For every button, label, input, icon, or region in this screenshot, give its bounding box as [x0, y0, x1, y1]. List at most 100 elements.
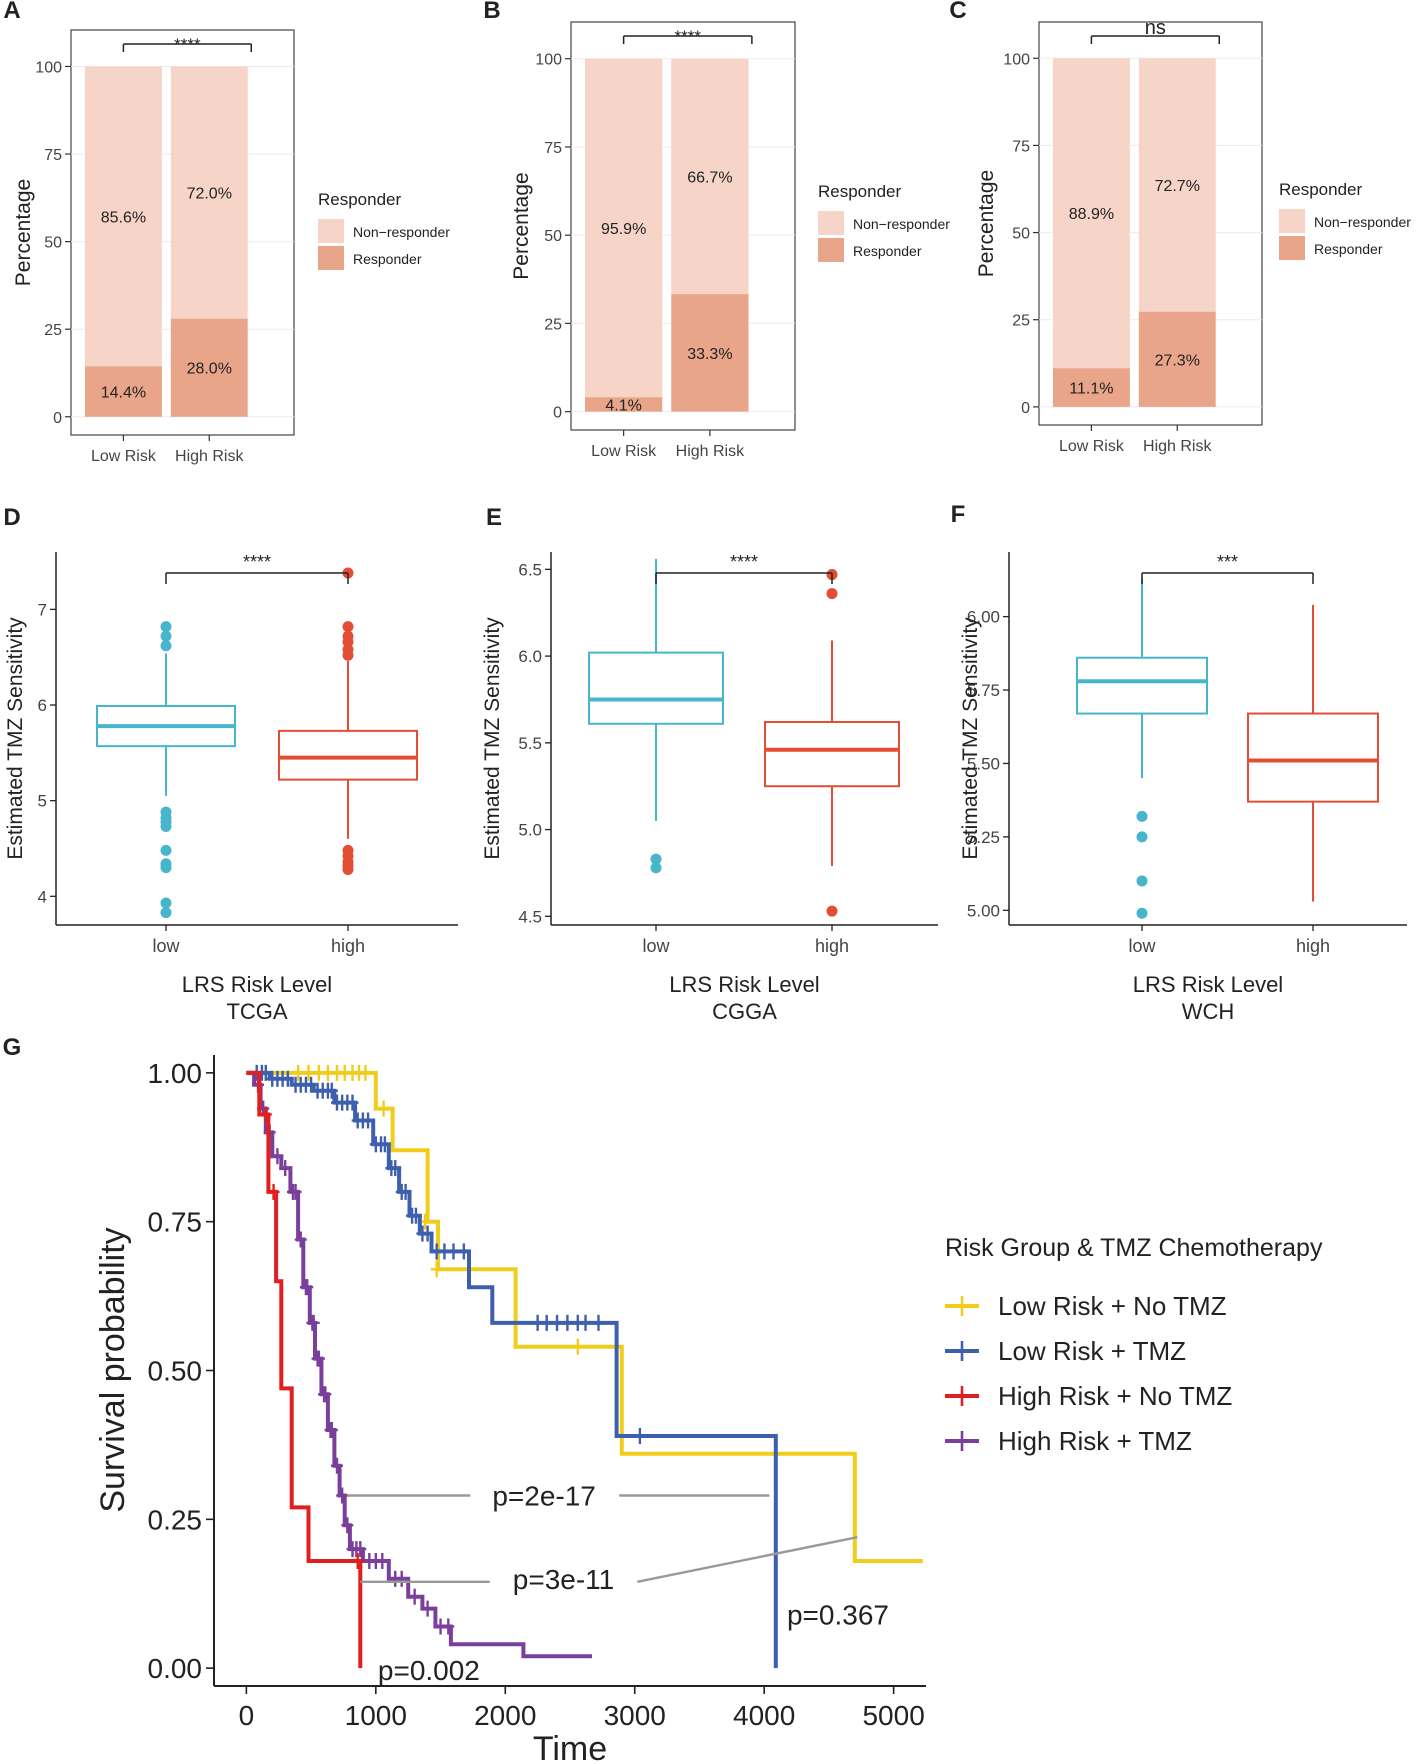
legend-swatch-responder	[318, 246, 344, 270]
outlier-point	[1136, 810, 1148, 822]
bar-non-responder	[84, 66, 162, 367]
y-tick-label: 75	[544, 140, 562, 157]
y-tick-label: 5.5	[518, 734, 542, 753]
panel-letter: B	[483, 0, 500, 24]
p-value-label: p=0.002	[378, 1655, 480, 1686]
bar-responder	[1138, 311, 1216, 407]
significance-label: ****	[675, 27, 702, 46]
panel-a: A 0 25 50 75 100 Percentage 85.6% 14.4% Low Risk 7…	[3, 0, 450, 465]
panel-letter: C	[949, 0, 966, 24]
y-tick-label: 5.50	[967, 754, 1000, 773]
x-tick-label: High Risk	[175, 448, 244, 465]
y-tick-label: 7	[38, 600, 47, 619]
legend-label: Non−responder	[853, 216, 950, 232]
outlier-point	[650, 862, 662, 874]
y-axis-label: Percentage	[12, 179, 35, 286]
legend-label: High Risk + No TMZ	[998, 1381, 1232, 1411]
y-tick-label: 100	[35, 59, 62, 76]
y-tick-label: 4.5	[518, 907, 542, 926]
panel-letter: D	[3, 504, 20, 531]
y-tick-label: 4	[38, 887, 47, 906]
panel-b: B 0 25 50 75 100 Percentage 95.9% 4.1% Low Risk 66…	[483, 0, 950, 460]
km-curve	[246, 1070, 592, 1659]
x-tick-label: high	[1296, 936, 1330, 956]
x-tick-label: Low Risk	[91, 448, 157, 465]
y-tick-label: 0.50	[148, 1356, 203, 1387]
x-tick-label: 4000	[733, 1700, 795, 1731]
outlier-point	[160, 897, 172, 909]
data-label-responder: 33.3%	[687, 346, 732, 363]
y-tick-label: 50	[1012, 226, 1030, 243]
outlier-point	[650, 853, 662, 865]
y-tick-label: 6.00	[967, 608, 1000, 627]
km-curve	[246, 1070, 363, 1669]
bar-responder	[84, 366, 162, 417]
legend-title: Risk Group & TMZ Chemotherapy	[945, 1234, 1323, 1262]
bar-non-responder	[170, 66, 248, 319]
significance-label: ****	[174, 35, 201, 54]
y-axis-label: Percentage	[975, 170, 998, 277]
x-tick-label: Low Risk	[1059, 438, 1125, 455]
data-label-non-responder: 66.7%	[687, 169, 732, 186]
legend-title: Responder	[818, 182, 902, 201]
box	[1247, 712, 1379, 803]
y-axis-label: Survival probability	[94, 1227, 132, 1512]
outlier-point	[342, 649, 354, 661]
y-tick-label: 5.25	[967, 828, 1000, 847]
y-tick-label: 6.0	[518, 647, 542, 666]
y-tick-label: 50	[544, 228, 562, 245]
legend-label: Non−responder	[353, 224, 450, 240]
data-label-responder: 4.1%	[605, 397, 641, 414]
legend-label: Low Risk + No TMZ	[998, 1291, 1227, 1321]
significance-label: ****	[243, 552, 271, 572]
p-value-connector	[637, 1536, 858, 1584]
y-axis-label: Percentage	[510, 172, 533, 279]
x-tick-label: 3000	[604, 1700, 666, 1731]
legend-label: Responder	[853, 243, 922, 259]
y-axis-label: Estimated TMZ Sensitivity	[481, 617, 504, 860]
x-tick-label: low	[642, 936, 670, 956]
legend-label: Responder	[1314, 241, 1383, 257]
p-value-label: p=0.367	[787, 1600, 889, 1631]
data-label-responder: 28.0%	[187, 361, 232, 378]
data-label-non-responder: 72.7%	[1155, 178, 1200, 195]
x-tick-label: low	[1128, 936, 1156, 956]
x-tick-label: High Risk	[1143, 438, 1212, 455]
x-axis-label: LRS Risk Level	[1133, 972, 1283, 997]
km-curve	[246, 1070, 778, 1669]
bar-non-responder	[1138, 58, 1216, 312]
outlier-point	[342, 621, 354, 633]
p-value-label: p=2e-17	[492, 1481, 596, 1512]
y-tick-label: 0.75	[148, 1207, 203, 1238]
significance-label: ***	[1217, 552, 1238, 572]
y-tick-label: 75	[44, 147, 62, 164]
data-label-non-responder: 85.6%	[101, 209, 146, 226]
y-axis-label: Estimated TMZ Sensitivity	[959, 617, 982, 860]
outlier-point	[160, 844, 172, 856]
significance-label: ****	[730, 552, 758, 572]
x-tick-label: high	[815, 936, 849, 956]
bar-non-responder	[671, 58, 749, 295]
panel-letter: G	[3, 1034, 22, 1061]
legend-swatch-responder	[818, 238, 844, 262]
bar-non-responder	[585, 58, 663, 398]
y-tick-label: 0	[53, 410, 62, 427]
outlier-point	[1136, 831, 1148, 843]
y-tick-label: 5	[38, 792, 47, 811]
y-tick-label: 25	[1012, 313, 1030, 330]
panel-letter: E	[486, 504, 502, 531]
panel-c: C 0 25 50 75 100 Percentage 88.9% 11.1% Low Risk 7…	[949, 0, 1411, 455]
outlier-point	[160, 907, 172, 919]
legend-swatch-non-responder	[318, 219, 344, 243]
y-tick-label: 25	[44, 322, 62, 339]
data-label-non-responder: 72.0%	[187, 186, 232, 203]
x-axis-subtitle: TCGA	[226, 999, 287, 1024]
panel-letter: A	[3, 0, 20, 24]
outlier-point	[826, 905, 838, 917]
bar-responder	[170, 318, 248, 417]
legend-title: Responder	[318, 190, 402, 209]
y-tick-label: 5.0	[518, 821, 542, 840]
y-tick-label: 50	[44, 235, 62, 252]
legend-label: Low Risk + TMZ	[998, 1336, 1186, 1366]
x-tick-label: 2000	[474, 1700, 536, 1731]
